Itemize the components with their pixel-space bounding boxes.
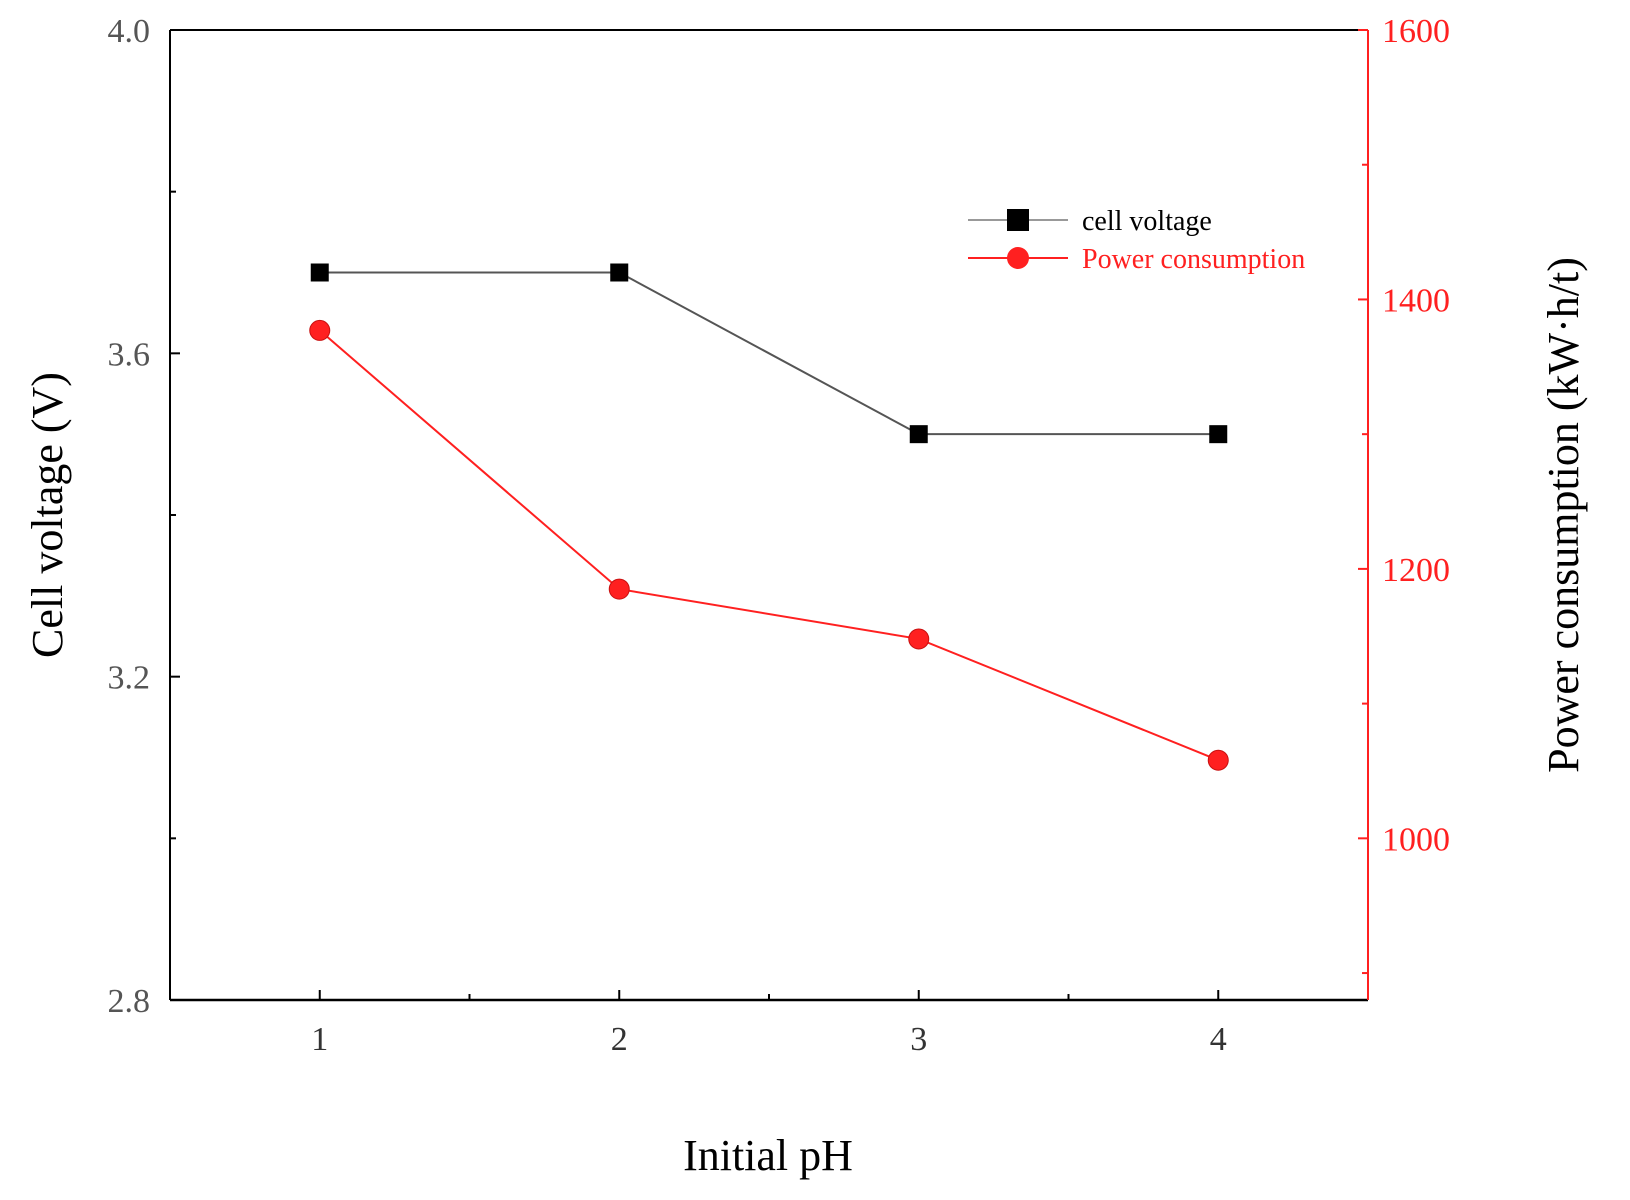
data-point-square <box>610 263 629 282</box>
series-line <box>319 329 1219 762</box>
y-tick-label-right: 1600 <box>1382 13 1450 50</box>
legend-item: cell voltage <box>968 206 1212 237</box>
data-point-square <box>310 263 329 282</box>
series-cell-voltage <box>310 263 1228 444</box>
axes-layer: 1 2 3 4 2.8 3.2 3.6 4.0 1000 1200 1400 1600 <box>108 13 1451 1058</box>
y-tick-label-left: 4.0 <box>108 13 151 50</box>
data-point-square <box>1209 425 1228 444</box>
x-tick-label: 1 <box>311 1021 328 1058</box>
x-tick-label: 2 <box>611 1021 628 1058</box>
data-point-circle <box>608 578 630 600</box>
legend-label: Power consumption <box>1082 244 1305 275</box>
series-layer <box>309 263 1229 771</box>
series-line <box>319 271 1219 436</box>
y-tick-label-left: 3.2 <box>108 660 151 697</box>
y-axis-title-right: Power consumption (kW·h/t) <box>1539 257 1588 773</box>
data-point-circle <box>908 628 930 650</box>
legend-label: cell voltage <box>1082 206 1212 237</box>
y-tick-label-right: 1200 <box>1382 552 1450 589</box>
y-axis-title-left: Cell voltage (V) <box>23 372 72 658</box>
x-tick-label: 4 <box>1210 1021 1227 1058</box>
legend: cell voltage Power consumption <box>968 206 1305 275</box>
x-tick-label: 3 <box>910 1021 927 1058</box>
legend-marker-circle <box>1007 247 1029 269</box>
x-axis-title: Initial pH <box>683 1131 853 1180</box>
y-tick-label-right: 1400 <box>1382 282 1450 319</box>
series-power-consumption <box>309 319 1229 771</box>
legend-marker-square <box>1007 209 1029 231</box>
y-tick-label-left: 2.8 <box>108 983 151 1020</box>
y-tick-label-left: 3.6 <box>108 336 151 373</box>
legend-item: Power consumption <box>968 244 1305 275</box>
data-point-circle <box>309 319 331 341</box>
data-point-circle <box>1207 749 1229 771</box>
y-tick-label-right: 1000 <box>1382 821 1450 858</box>
data-point-square <box>909 425 928 444</box>
